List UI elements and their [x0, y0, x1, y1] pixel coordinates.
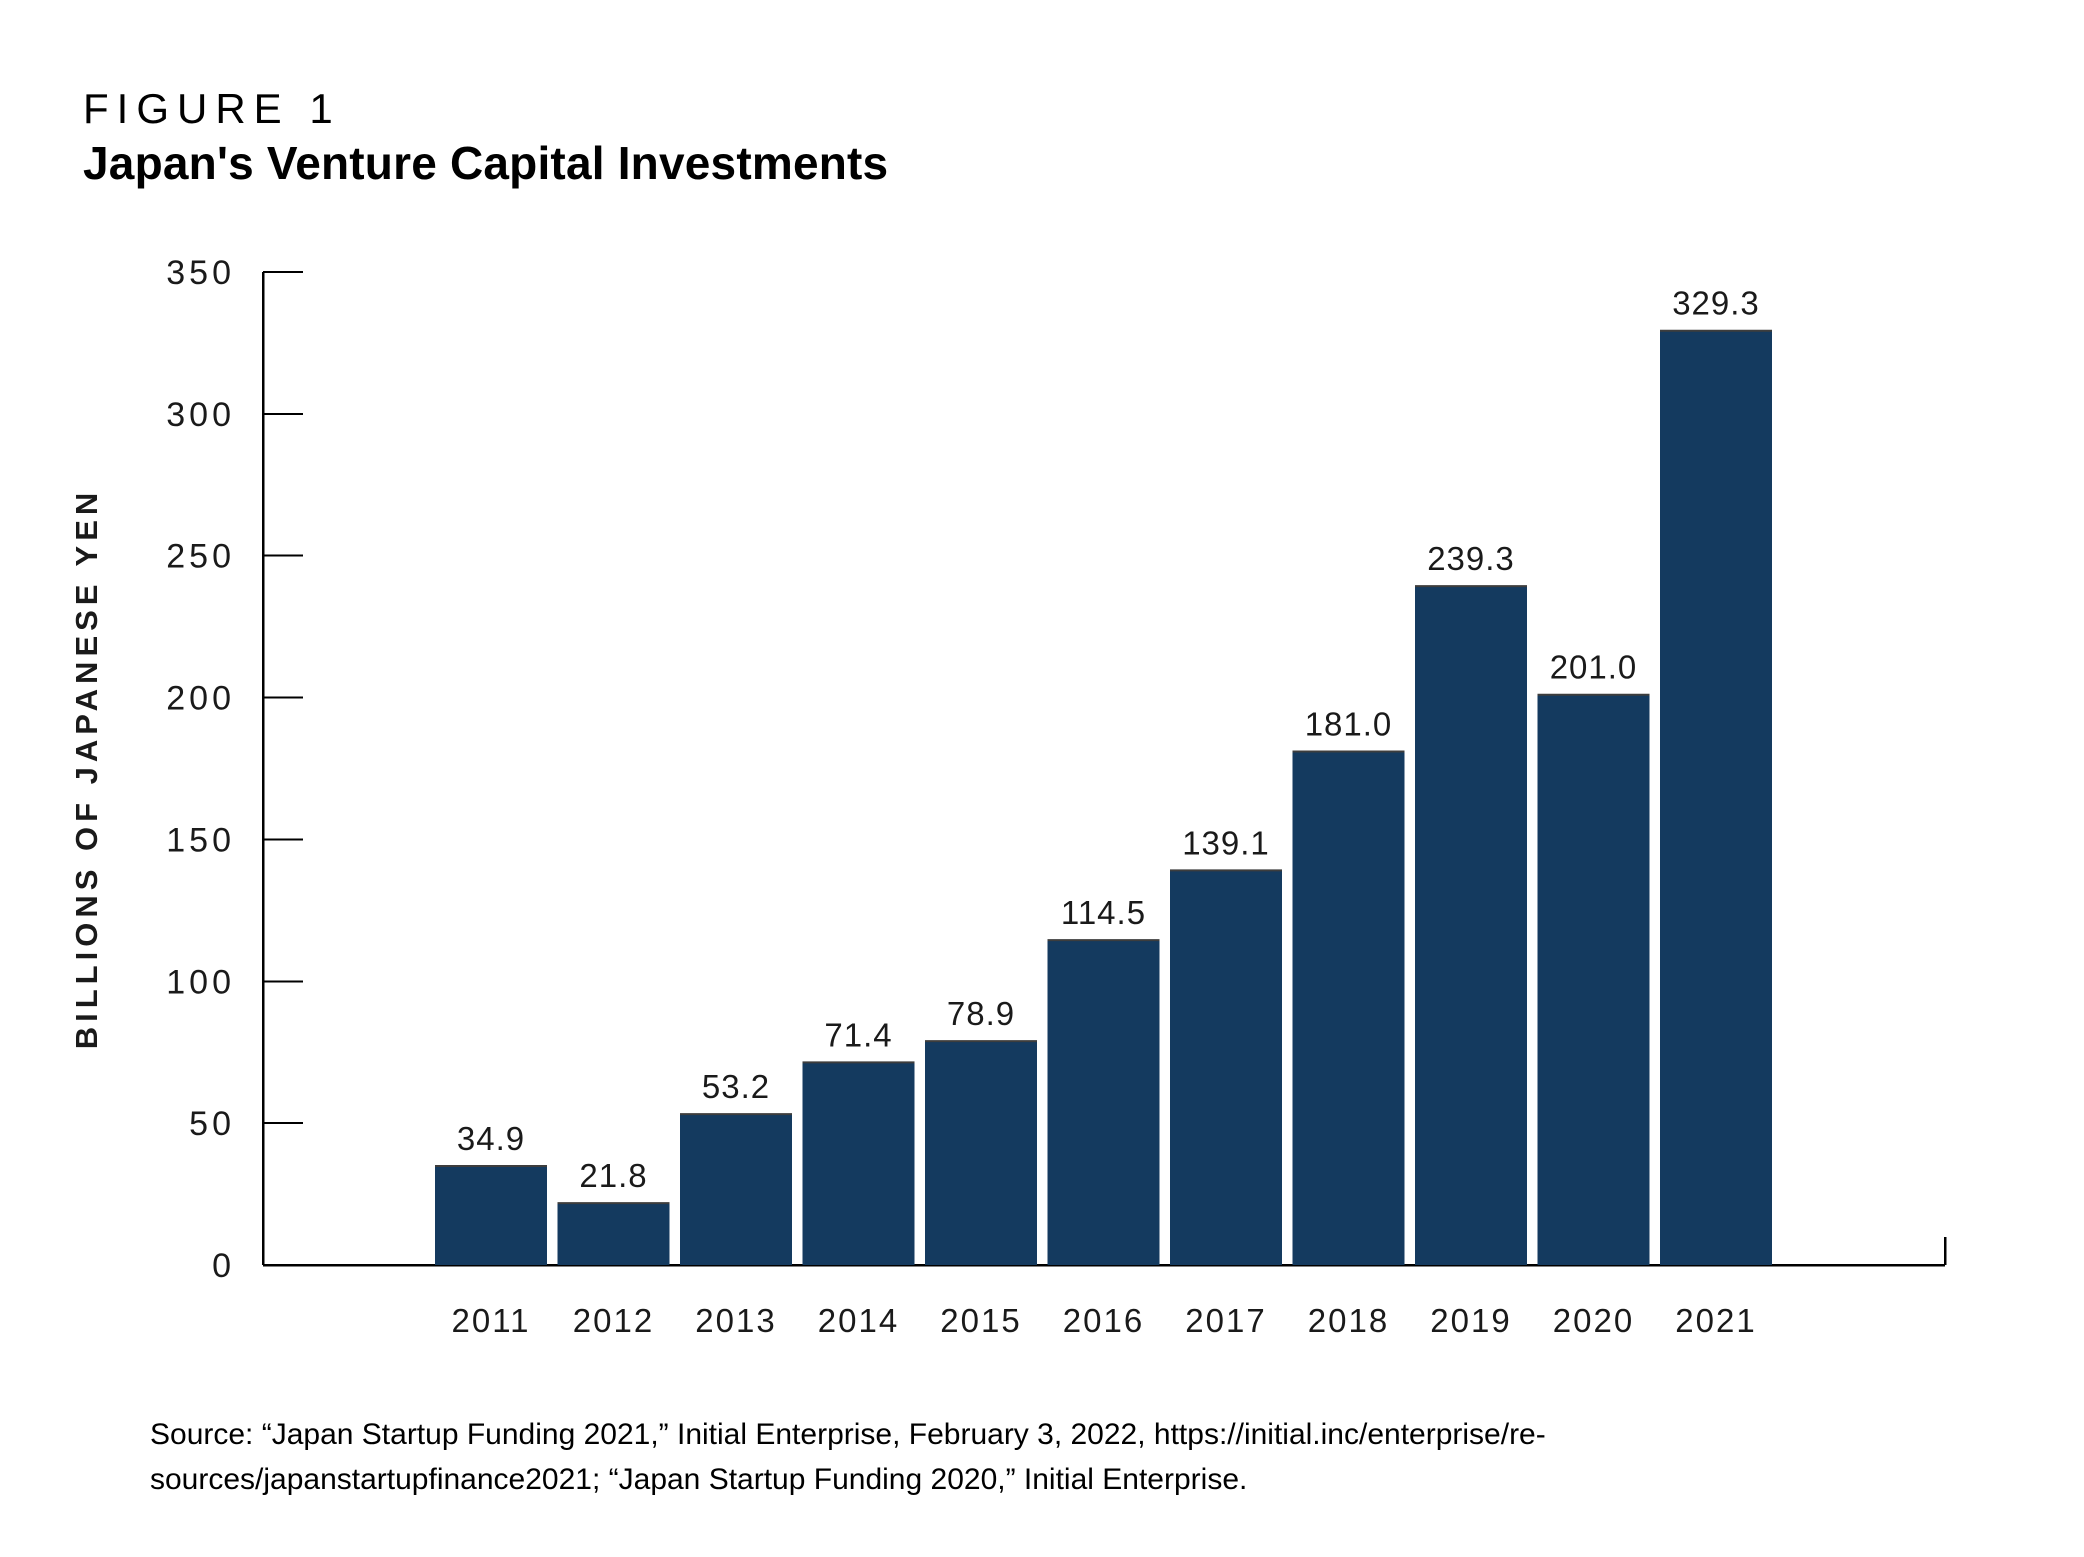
y-tick-label: 350 [166, 254, 235, 292]
bar-value-label: 21.8 [579, 1157, 647, 1194]
y-tick-label: 0 [212, 1247, 235, 1285]
y-tick-label: 100 [166, 963, 235, 1001]
x-tick-label: 2020 [1553, 1302, 1634, 1339]
bar [1047, 940, 1160, 1265]
bar-value-label: 329.3 [1672, 285, 1760, 322]
x-tick-label: 2021 [1675, 1302, 1756, 1339]
x-tick-label: 2018 [1308, 1302, 1389, 1339]
x-tick-label: 2019 [1430, 1302, 1511, 1339]
x-tick-label: 2011 [452, 1302, 531, 1339]
bar-value-label: 53.2 [702, 1068, 770, 1105]
x-tick-label: 2016 [1063, 1302, 1144, 1339]
x-tick-label: 2013 [695, 1302, 776, 1339]
bar [435, 1165, 547, 1265]
bar-value-label: 239.3 [1427, 540, 1515, 577]
y-tick-label: 200 [166, 680, 235, 718]
bar [1170, 870, 1282, 1265]
bar [1537, 694, 1650, 1265]
bar [1660, 330, 1772, 1265]
bar-chart: 0 50 100 150 200 250 300 350 BILLIONS OF JAPANES… [69, 254, 1947, 1339]
bar-value-label: 201.0 [1550, 649, 1638, 686]
bar [680, 1114, 792, 1265]
bar [925, 1041, 1037, 1265]
y-tick-label: 300 [166, 396, 235, 434]
y-tick-label: 50 [189, 1105, 235, 1143]
x-tick-label: 2014 [818, 1302, 899, 1339]
bar [557, 1203, 670, 1265]
bar [802, 1062, 915, 1265]
bar [1415, 586, 1527, 1265]
bar-value-label: 114.5 [1061, 894, 1146, 931]
x-tick-label: 2015 [940, 1302, 1021, 1339]
figure-label: FIGURE 1 [83, 85, 341, 132]
bar-value-label: 139.1 [1182, 824, 1270, 861]
bar-value-label: 181.0 [1305, 705, 1393, 742]
x-tick-label: 2017 [1185, 1302, 1266, 1339]
bar [1292, 751, 1405, 1265]
source-note: Source: “Japan Startup Funding 2021,” In… [150, 1412, 1930, 1502]
bar-value-label: 34.9 [457, 1120, 525, 1157]
bar-value-label: 71.4 [824, 1016, 892, 1053]
y-tick-label: 150 [166, 821, 235, 859]
source-line-2: sources/japanstartupfinance2021; “Japan … [150, 1463, 1248, 1496]
y-axis-title: BILLIONS OF JAPANESE YEN [69, 488, 104, 1050]
x-tick-label: 2012 [573, 1302, 654, 1339]
figure-title: Japan's Venture Capital Investments [83, 137, 889, 189]
y-tick-label: 250 [166, 538, 235, 576]
bar-value-label: 78.9 [947, 995, 1015, 1032]
source-line-1: Source: “Japan Startup Funding 2021,” In… [150, 1418, 1546, 1451]
